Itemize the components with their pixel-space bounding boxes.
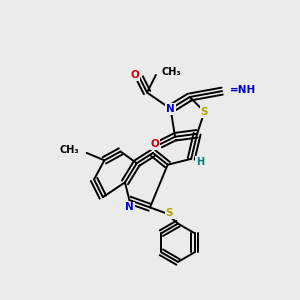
Text: CH₃: CH₃: [60, 145, 79, 155]
Text: O: O: [151, 139, 159, 149]
Text: =NH: =NH: [230, 85, 256, 94]
Text: H: H: [196, 157, 204, 167]
Text: CH₃: CH₃: [161, 67, 181, 77]
Text: N: N: [166, 104, 175, 114]
Text: O: O: [130, 70, 139, 80]
Text: S: S: [165, 208, 173, 218]
Text: N: N: [125, 202, 134, 212]
Text: S: S: [201, 107, 208, 117]
